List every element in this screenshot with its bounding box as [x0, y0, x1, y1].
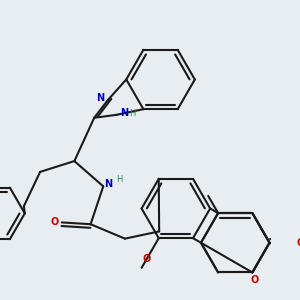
Text: N: N	[121, 108, 129, 118]
Text: N: N	[96, 93, 104, 103]
Text: H: H	[130, 109, 136, 118]
Text: O: O	[297, 238, 300, 248]
Text: O: O	[143, 254, 151, 264]
Text: O: O	[250, 274, 258, 285]
Text: H: H	[116, 175, 123, 184]
Text: O: O	[50, 218, 59, 227]
Text: N: N	[104, 178, 112, 189]
